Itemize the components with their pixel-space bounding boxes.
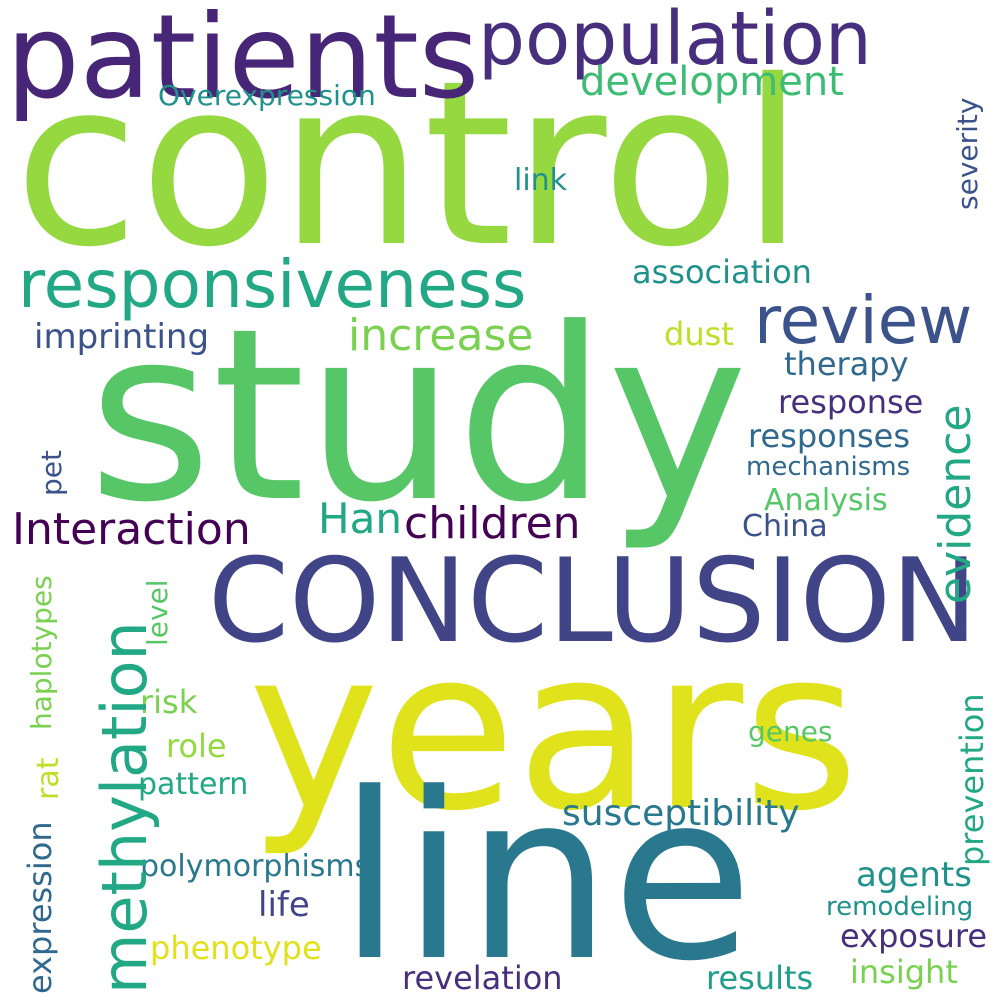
word-response: response (778, 386, 923, 418)
word-prevention: prevention (956, 693, 988, 866)
word-severity: severity (954, 98, 982, 210)
word-evidence: evidence (934, 405, 978, 604)
word-haplotypes: haplotypes (28, 575, 56, 730)
word-methylation: methylation (94, 621, 156, 994)
word-revelation: revelation (402, 962, 563, 994)
word-link: link (514, 166, 567, 196)
word-genes: genes (748, 718, 833, 746)
word-responsiveness: responsiveness (18, 252, 526, 318)
word-children: children (404, 502, 581, 546)
word-life: life (258, 888, 310, 922)
word-therapy: therapy (784, 348, 909, 380)
word-rat: rat (34, 758, 64, 800)
word-dust: dust (664, 318, 734, 350)
word-polymorphisms: polymorphisms (140, 852, 370, 882)
word-interaction: Interaction (12, 508, 251, 552)
word-responses: responses (748, 420, 910, 452)
word-exposure: exposure (840, 920, 987, 952)
word-han: Han (318, 498, 402, 540)
word-level: level (144, 579, 172, 646)
word-insight: insight (850, 956, 958, 988)
word-increase: increase (348, 314, 533, 358)
word-development: development (580, 62, 844, 102)
word-mechanisms: mechanisms (746, 454, 910, 480)
word-phenotype: phenotype (150, 932, 322, 964)
word-overexpression: Overexpression (158, 82, 376, 110)
word-pet: pet (38, 450, 66, 496)
word-susceptibility: susceptibility (562, 796, 800, 832)
word-role: role (166, 730, 227, 762)
word-china: China (742, 512, 828, 542)
word-imprinting: imprinting (34, 320, 209, 354)
word-results: results (706, 962, 813, 994)
word-expression: expression (24, 821, 56, 994)
word-conclusion: CONCLUSION (208, 544, 978, 660)
